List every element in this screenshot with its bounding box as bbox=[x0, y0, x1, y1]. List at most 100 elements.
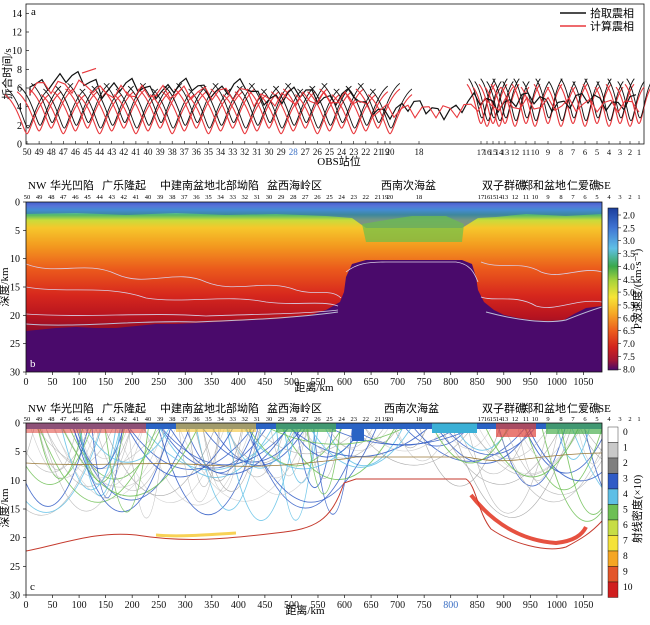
ray-density-colorbar-tick-label: 4 bbox=[623, 490, 628, 500]
panel-c-ylabel: 深度/km bbox=[0, 488, 11, 528]
station-label: 28 bbox=[290, 416, 297, 423]
station-label: 12 bbox=[512, 416, 519, 423]
station-label: 32 bbox=[242, 416, 249, 423]
ray-density-colorbar-tick-label: 6 bbox=[623, 521, 628, 531]
panel-b-xtick-label: 750 bbox=[417, 377, 432, 388]
panel-c-xtick-label: 500 bbox=[284, 600, 299, 611]
traveltime-curve bbox=[285, 82, 328, 123]
traveltime-curve bbox=[605, 83, 635, 125]
panel-b-xtick-label: 550 bbox=[310, 377, 325, 388]
panel-b-ytick-label: 10 bbox=[10, 254, 20, 265]
ray-path bbox=[116, 428, 225, 503]
calc-envelope bbox=[29, 79, 640, 119]
station-label: 19 bbox=[382, 416, 389, 423]
ray-density-swatch bbox=[607, 426, 619, 443]
station-label: 40 bbox=[144, 147, 154, 157]
panel-a-ytick-label: 10 bbox=[12, 46, 22, 57]
panel-c-xtick-label: 100 bbox=[72, 600, 87, 611]
panel-a-traveltime-curves bbox=[4, 67, 650, 135]
traveltime-curve bbox=[152, 88, 195, 129]
ray-path bbox=[26, 428, 102, 513]
traveltime-curve bbox=[480, 78, 508, 119]
velocity-colorbar-tick-label: 5.0 bbox=[623, 289, 635, 299]
panel-c-xtick-label: 700 bbox=[390, 600, 405, 611]
traveltime-curve bbox=[258, 94, 304, 135]
station-label: 48 bbox=[48, 194, 55, 201]
station-label: 39 bbox=[157, 194, 164, 201]
traveltime-curve bbox=[125, 91, 171, 132]
traveltime-curve bbox=[161, 91, 207, 132]
traveltime-curve bbox=[224, 88, 267, 129]
panel-b-xtick-label: 300 bbox=[178, 377, 193, 388]
panel-a-ylabel: 折合时间/s bbox=[0, 48, 14, 99]
station-label: 3 bbox=[618, 147, 622, 157]
station-label: 11 bbox=[523, 416, 529, 423]
traveltime-curve bbox=[513, 78, 541, 119]
station-label: 5 bbox=[595, 194, 598, 201]
traveltime-curve bbox=[89, 91, 135, 132]
station-label: 50 bbox=[24, 194, 31, 201]
traveltime-curve bbox=[617, 81, 645, 122]
station-label: 15 bbox=[490, 194, 497, 201]
ray-path bbox=[419, 428, 500, 487]
panel-c-xtick-label: 850 bbox=[470, 600, 485, 611]
panel-c: NW 华光凹陷 广乐隆起 中建南盆地北部坳陷 盆西海岭区 西南次海盆 双子群礁 … bbox=[0, 401, 644, 617]
station-label: 49 bbox=[36, 416, 43, 423]
panel-a-frame bbox=[25, 3, 645, 145]
traveltime-curve bbox=[174, 88, 219, 129]
station-label: 8 bbox=[559, 147, 563, 157]
traveltime-curve bbox=[31, 82, 74, 123]
traveltime-curve bbox=[222, 94, 268, 135]
ray-path bbox=[282, 428, 395, 481]
station-label: 47 bbox=[59, 147, 69, 157]
traveltime-curve bbox=[511, 83, 541, 125]
station-label: 17 bbox=[478, 416, 485, 423]
ray-path bbox=[158, 428, 259, 515]
panel-b: NW 华光凹陷 广乐隆起 中建南盆地北部坳陷 盆西海岭区 西南次海盆 双子群礁 … bbox=[0, 178, 644, 394]
station-label: 25 bbox=[325, 147, 335, 157]
ray-path bbox=[226, 428, 296, 521]
ray-path bbox=[497, 428, 602, 503]
traveltime-curve bbox=[40, 94, 86, 135]
panel-b-xtick-label: 950 bbox=[523, 377, 538, 388]
ray-path bbox=[467, 428, 549, 514]
station-label: 8 bbox=[559, 194, 562, 201]
ray-path bbox=[104, 428, 215, 496]
ray-density-colorbar-tick-label: 5 bbox=[623, 506, 628, 516]
traveltime-curve bbox=[319, 88, 364, 129]
station-label: 50 bbox=[23, 147, 33, 157]
station-label: 20 bbox=[386, 147, 396, 157]
station-label: 43 bbox=[107, 147, 117, 157]
panel-b-xtick-label: 650 bbox=[364, 377, 379, 388]
station-label: 45 bbox=[84, 416, 91, 423]
panel-c-xtick-label: 600 bbox=[337, 600, 352, 611]
panel-a-ytick-label: 2 bbox=[17, 121, 22, 132]
traveltime-curve bbox=[188, 88, 231, 129]
panel-b-x-ticks: 0 50 100 150 200 250 300 350 400 450 500 550 600 650 7… bbox=[24, 372, 593, 388]
station-label: 26 bbox=[314, 416, 321, 423]
panel-c-xtick-label: 800 bbox=[443, 600, 458, 611]
traveltime-curve bbox=[331, 94, 377, 135]
panel-b-xtick-label: 0 bbox=[24, 377, 29, 388]
station-label: 29 bbox=[278, 194, 285, 201]
traveltime-curve bbox=[367, 94, 413, 135]
station-label: 12 bbox=[511, 147, 520, 157]
panel-b-ytick-label: 20 bbox=[10, 311, 20, 322]
panel-c-xtick-label: 650 bbox=[364, 600, 379, 611]
traveltime-curve bbox=[212, 82, 255, 123]
panel-b-region-southwest-subbasin: 西南次海盆 bbox=[381, 178, 436, 192]
panel-b-xtick-label: 700 bbox=[390, 377, 405, 388]
traveltime-curve bbox=[295, 94, 340, 135]
traveltime-curve bbox=[113, 94, 159, 135]
panel-b-y-ticks: 0 5 10 15 20 25 30 bbox=[10, 198, 26, 379]
station-label: 9 bbox=[546, 416, 549, 423]
traveltime-curve bbox=[67, 82, 110, 123]
ray-density-colorbar-tick-label: 9 bbox=[623, 568, 628, 578]
panel-b-region-guangle: 广乐隆起 bbox=[102, 178, 146, 192]
ray-density-colorbar bbox=[607, 426, 619, 598]
station-label: 31 bbox=[252, 147, 261, 157]
traveltime-curve bbox=[273, 85, 316, 126]
panel-c-region-zhenghe: 郑和盆地 bbox=[522, 401, 566, 415]
ray-path bbox=[255, 428, 359, 455]
